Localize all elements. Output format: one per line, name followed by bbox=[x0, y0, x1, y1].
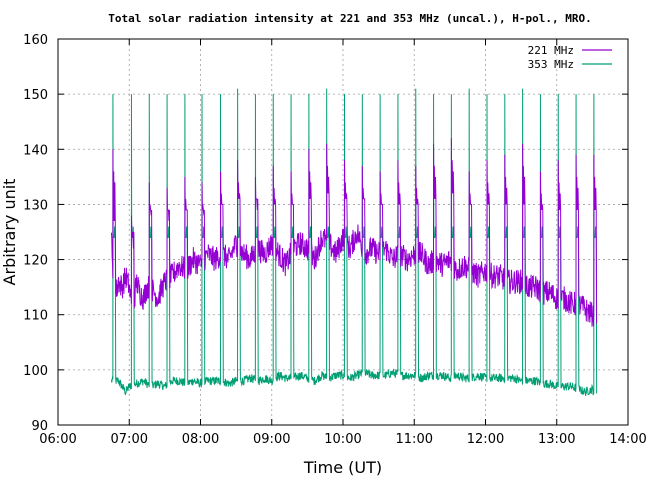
x-axis-label: Time (UT) bbox=[303, 458, 382, 477]
plot-frame bbox=[57, 38, 629, 426]
legend-label-353-mhz: 353 MHz bbox=[528, 58, 574, 71]
y-tick-label: 120 bbox=[23, 254, 48, 269]
y-tick-label: 90 bbox=[31, 419, 48, 434]
y-tick-label: 110 bbox=[23, 309, 48, 324]
series-line-s353 bbox=[110, 88, 598, 396]
legend-label-221-mhz: 221 MHz bbox=[528, 44, 574, 57]
y-axis-ticks: 90 100 110 120 130 140 150 160 bbox=[23, 33, 628, 434]
series-353-mhz bbox=[110, 88, 598, 396]
x-tick-label: 12:00 bbox=[467, 432, 504, 447]
series-line-s221 bbox=[110, 138, 598, 327]
y-tick-label: 160 bbox=[23, 33, 48, 48]
y-tick-label: 150 bbox=[23, 88, 48, 103]
legend: 221 MHz 353 MHz bbox=[528, 44, 612, 71]
grid-lines bbox=[58, 39, 628, 425]
x-tick-label: 13:00 bbox=[538, 432, 575, 447]
y-tick-label: 140 bbox=[23, 143, 48, 158]
y-tick-label: 100 bbox=[23, 364, 48, 379]
x-tick-label: 06:00 bbox=[39, 432, 76, 447]
chart-title: Total solar radiation intensity at 221 a… bbox=[108, 12, 591, 25]
x-tick-label: 07:00 bbox=[111, 432, 148, 447]
x-tick-label: 11:00 bbox=[396, 432, 433, 447]
y-axis-label: Arbitrary unit bbox=[0, 179, 19, 286]
y-tick-label: 130 bbox=[23, 198, 48, 213]
x-axis-ticks: 06:00 07:00 08:00 09:00 10:00 11:00 12:00 13:00… bbox=[39, 39, 647, 447]
x-tick-label: 14:00 bbox=[609, 432, 646, 447]
x-tick-label: 10:00 bbox=[324, 432, 361, 447]
x-tick-label: 09:00 bbox=[253, 432, 290, 447]
series-221-mhz bbox=[110, 138, 598, 327]
x-tick-label: 08:00 bbox=[182, 432, 219, 447]
